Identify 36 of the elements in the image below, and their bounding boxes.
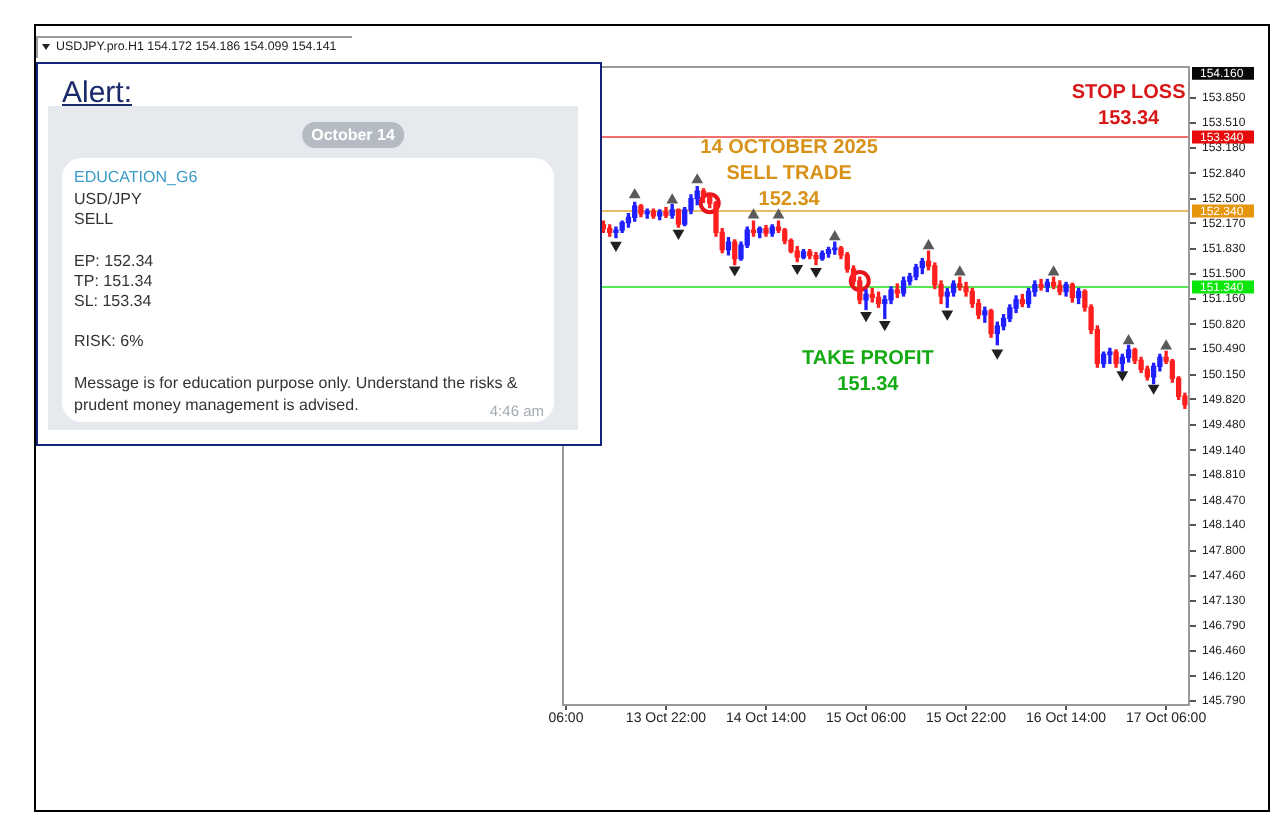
text: SELL — [74, 210, 114, 231]
point — [629, 189, 640, 199]
point — [748, 209, 759, 219]
point — [942, 310, 953, 320]
point — [992, 349, 1003, 359]
point — [1148, 384, 1159, 394]
point — [667, 194, 678, 204]
annotation: STOP LOSS 153.34 — [1071, 81, 1187, 130]
point — [954, 266, 965, 276]
point — [810, 267, 822, 278]
point — [729, 266, 740, 276]
point — [792, 264, 803, 275]
point — [879, 321, 890, 331]
point — [860, 312, 872, 322]
text: SL: 153.34 — [74, 291, 152, 312]
point — [698, 192, 721, 215]
point — [773, 209, 784, 219]
point — [610, 241, 622, 251]
point — [1048, 266, 1059, 276]
point — [923, 240, 934, 250]
point — [1160, 340, 1172, 350]
text: TP: 151.34 — [74, 271, 153, 292]
annotation: 14 OCTOBER 2025 SELL TRADE 152.34 — [700, 137, 879, 212]
point — [1117, 371, 1128, 381]
annotation: TAKE PROFIT 151.34 — [801, 348, 934, 396]
point — [1123, 335, 1134, 345]
point — [829, 231, 840, 241]
point — [692, 174, 703, 184]
text: USD/JPY — [74, 189, 142, 210]
text: EDUCATION_G6 — [74, 168, 198, 189]
text: October 14 — [301, 122, 405, 148]
text: Alert: — [62, 76, 133, 112]
text: RISK: 6% — [74, 332, 144, 353]
point — [848, 270, 871, 293]
text: EP: 152.34 — [74, 251, 154, 272]
point — [673, 229, 684, 239]
